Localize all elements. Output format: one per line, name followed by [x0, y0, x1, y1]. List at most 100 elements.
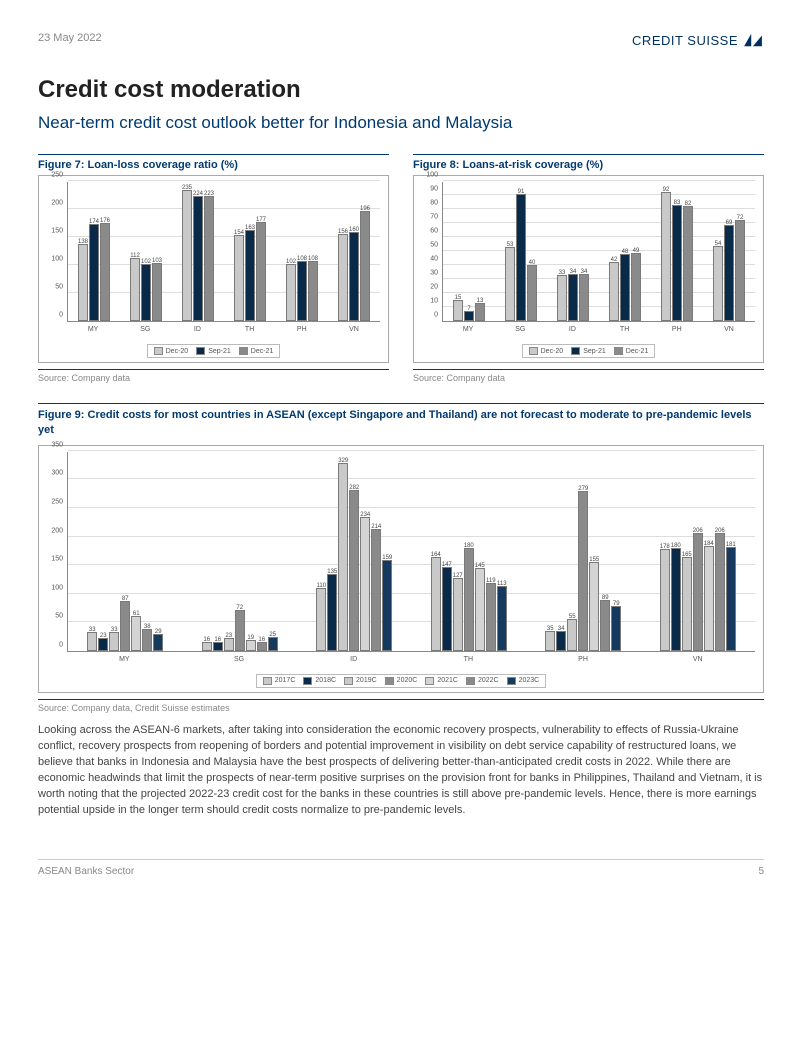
report-date: 23 May 2022	[38, 32, 102, 44]
bar-value-label: 23	[225, 633, 232, 639]
x-label: ID	[296, 656, 411, 670]
x-label: PH	[526, 656, 641, 670]
bar-value-label: 112	[130, 253, 140, 259]
bar: 147	[442, 567, 452, 651]
bar-value-label: 103	[152, 258, 162, 264]
bar-value-label: 72	[236, 605, 243, 611]
bar: 33	[557, 275, 567, 321]
figure-9: Figure 9: Credit costs for most countrie…	[38, 403, 764, 713]
bar: 13	[475, 303, 485, 321]
bar-value-label: 23	[100, 633, 107, 639]
bar-value-label: 206	[693, 528, 703, 534]
bar-value-label: 33	[111, 627, 118, 633]
bar: 72	[235, 610, 245, 651]
legend-item: 2020C	[385, 677, 418, 685]
bar: 196	[360, 211, 370, 321]
bar-value-label: 181	[726, 542, 736, 548]
bar: 83	[672, 205, 682, 321]
bar: 34	[579, 274, 589, 322]
fig8-chart: 0102030405060708090100157135391403334344…	[413, 175, 764, 363]
bar-value-label: 38	[144, 624, 151, 630]
bar-value-label: 196	[360, 206, 370, 212]
bar: 54	[713, 246, 723, 322]
bar-value-label: 19	[247, 635, 254, 641]
y-tick: 90	[430, 186, 438, 193]
bar-value-label: 53	[507, 242, 514, 248]
bar-value-label: 33	[89, 627, 96, 633]
y-tick: 0	[434, 312, 438, 319]
page-header: 23 May 2022 CREDIT SUISSE	[38, 32, 764, 48]
legend-item: Dec-20	[154, 347, 189, 355]
bar: 282	[349, 490, 359, 651]
bar: 79	[611, 606, 621, 651]
bar-value-label: 235	[182, 185, 192, 191]
y-tick: 50	[55, 284, 63, 291]
fig7-chart: 0501001502002501381741761121021032352242…	[38, 175, 389, 363]
fig9-title: Figure 9: Credit costs for most countrie…	[38, 403, 764, 439]
bar: 38	[142, 629, 152, 651]
bar: 165	[682, 557, 692, 651]
legend-item: 2019C	[344, 677, 377, 685]
y-tick: 200	[51, 527, 63, 534]
legend-item: 2017C	[263, 677, 296, 685]
bar: 156	[338, 234, 348, 321]
x-label: SG	[494, 326, 546, 340]
bar: 279	[578, 491, 588, 650]
bar-value-label: 178	[660, 544, 670, 550]
bar-value-label: 34	[570, 269, 577, 275]
bar: 206	[715, 533, 725, 651]
y-tick: 50	[55, 613, 63, 620]
bar: 223	[204, 196, 214, 321]
x-label: PH	[276, 326, 328, 340]
bar: 25	[268, 637, 278, 651]
bar: 42	[609, 262, 619, 321]
y-tick: 80	[430, 200, 438, 207]
brand-logo: CREDIT SUISSE	[632, 32, 764, 48]
fig7-source: Source: Company data	[38, 369, 389, 383]
x-label: MY	[442, 326, 494, 340]
bar-value-label: 234	[360, 512, 370, 518]
y-tick: 0	[59, 641, 63, 648]
bar: 138	[78, 244, 88, 321]
bar: 224	[193, 196, 203, 321]
y-tick: 60	[430, 228, 438, 235]
legend-swatch	[344, 677, 353, 685]
bar-value-label: 33	[559, 270, 566, 276]
bar-value-label: 89	[602, 595, 609, 601]
y-tick: 0	[59, 312, 63, 319]
bar-value-label: 119	[486, 578, 496, 584]
bar: 40	[527, 265, 537, 321]
y-tick: 200	[51, 200, 63, 207]
bar-value-label: 180	[671, 543, 681, 549]
bar: 91	[516, 194, 526, 321]
bar-value-label: 155	[589, 557, 599, 563]
bar: 181	[726, 547, 736, 650]
bar: 82	[683, 206, 693, 321]
bar-value-label: 61	[133, 611, 140, 617]
bar-value-label: 184	[704, 541, 714, 547]
bar-value-label: 224	[193, 191, 203, 197]
bar: 235	[182, 190, 192, 322]
bar: 16	[257, 642, 267, 651]
x-label: TH	[224, 326, 276, 340]
y-tick: 100	[51, 256, 63, 263]
bar-value-label: 160	[349, 227, 359, 233]
bar-value-label: 49	[633, 248, 640, 254]
bar-value-label: 108	[297, 256, 307, 262]
bar: 33	[109, 632, 119, 651]
y-tick: 300	[51, 470, 63, 477]
brand-name: CREDIT SUISSE	[632, 33, 738, 48]
legend-swatch	[571, 347, 580, 355]
x-label: SG	[182, 656, 297, 670]
bar-value-label: 16	[203, 637, 210, 643]
bar: 174	[89, 224, 99, 321]
bar: 127	[453, 578, 463, 651]
bar-value-label: 83	[674, 200, 681, 206]
legend-swatch	[154, 347, 163, 355]
bar: 329	[338, 463, 348, 651]
legend-label: 2020C	[397, 677, 418, 684]
bar-value-label: 102	[286, 259, 296, 265]
bar: 33	[87, 632, 97, 651]
legend-swatch	[614, 347, 623, 355]
page-footer: ASEAN Banks Sector 5	[38, 859, 764, 877]
